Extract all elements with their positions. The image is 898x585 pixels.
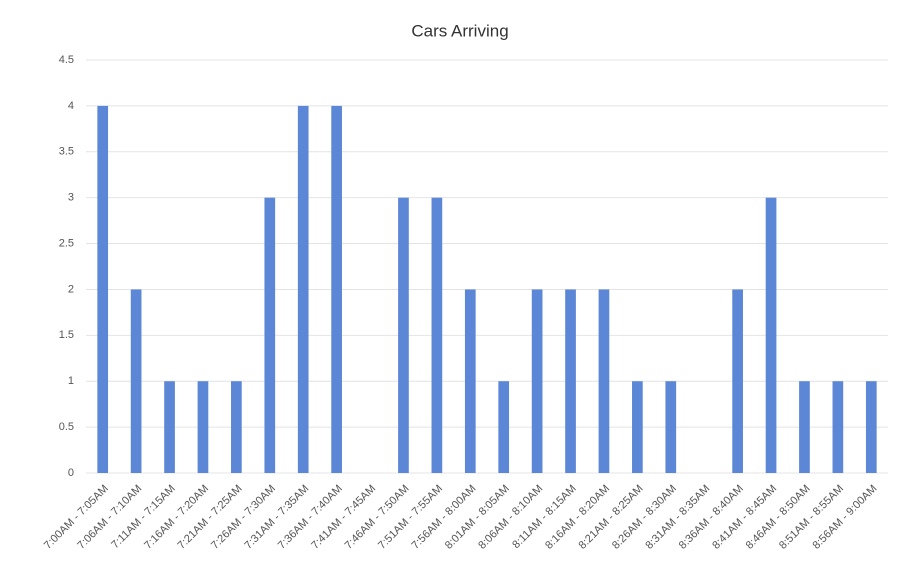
bar [865, 381, 877, 473]
y-tick-label: 0.5 [59, 421, 74, 433]
bar [832, 381, 844, 473]
bar [531, 289, 543, 473]
y-tick-label: 3 [68, 192, 74, 204]
bar [97, 105, 109, 473]
bar [632, 381, 643, 473]
bar [331, 105, 342, 473]
bar [264, 197, 276, 473]
bar [197, 381, 209, 473]
bar [765, 197, 777, 473]
y-tick-label: 4.5 [59, 54, 74, 66]
bar [297, 105, 309, 473]
x-tick-label: 8:56AM - 9:00AM [810, 483, 879, 552]
bar [799, 381, 810, 473]
y-tick-label: 2 [68, 283, 74, 295]
y-tick-label: 3.5 [59, 146, 74, 158]
bar [565, 289, 576, 473]
bar [732, 289, 743, 473]
bar [665, 381, 677, 473]
y-tick-label: 4 [68, 100, 74, 112]
y-tick-label: 0 [68, 467, 74, 479]
bar [164, 381, 175, 473]
y-tick-label: 1.5 [59, 329, 74, 341]
bar [398, 197, 409, 473]
chart-title: Cars Arriving [411, 21, 508, 40]
bar [598, 289, 610, 473]
bar [431, 197, 443, 473]
bar [130, 289, 142, 473]
bar [464, 289, 476, 473]
y-tick-label: 2.5 [59, 237, 74, 249]
bar [498, 381, 510, 473]
bar [231, 381, 242, 473]
y-tick-label: 1 [68, 375, 74, 387]
